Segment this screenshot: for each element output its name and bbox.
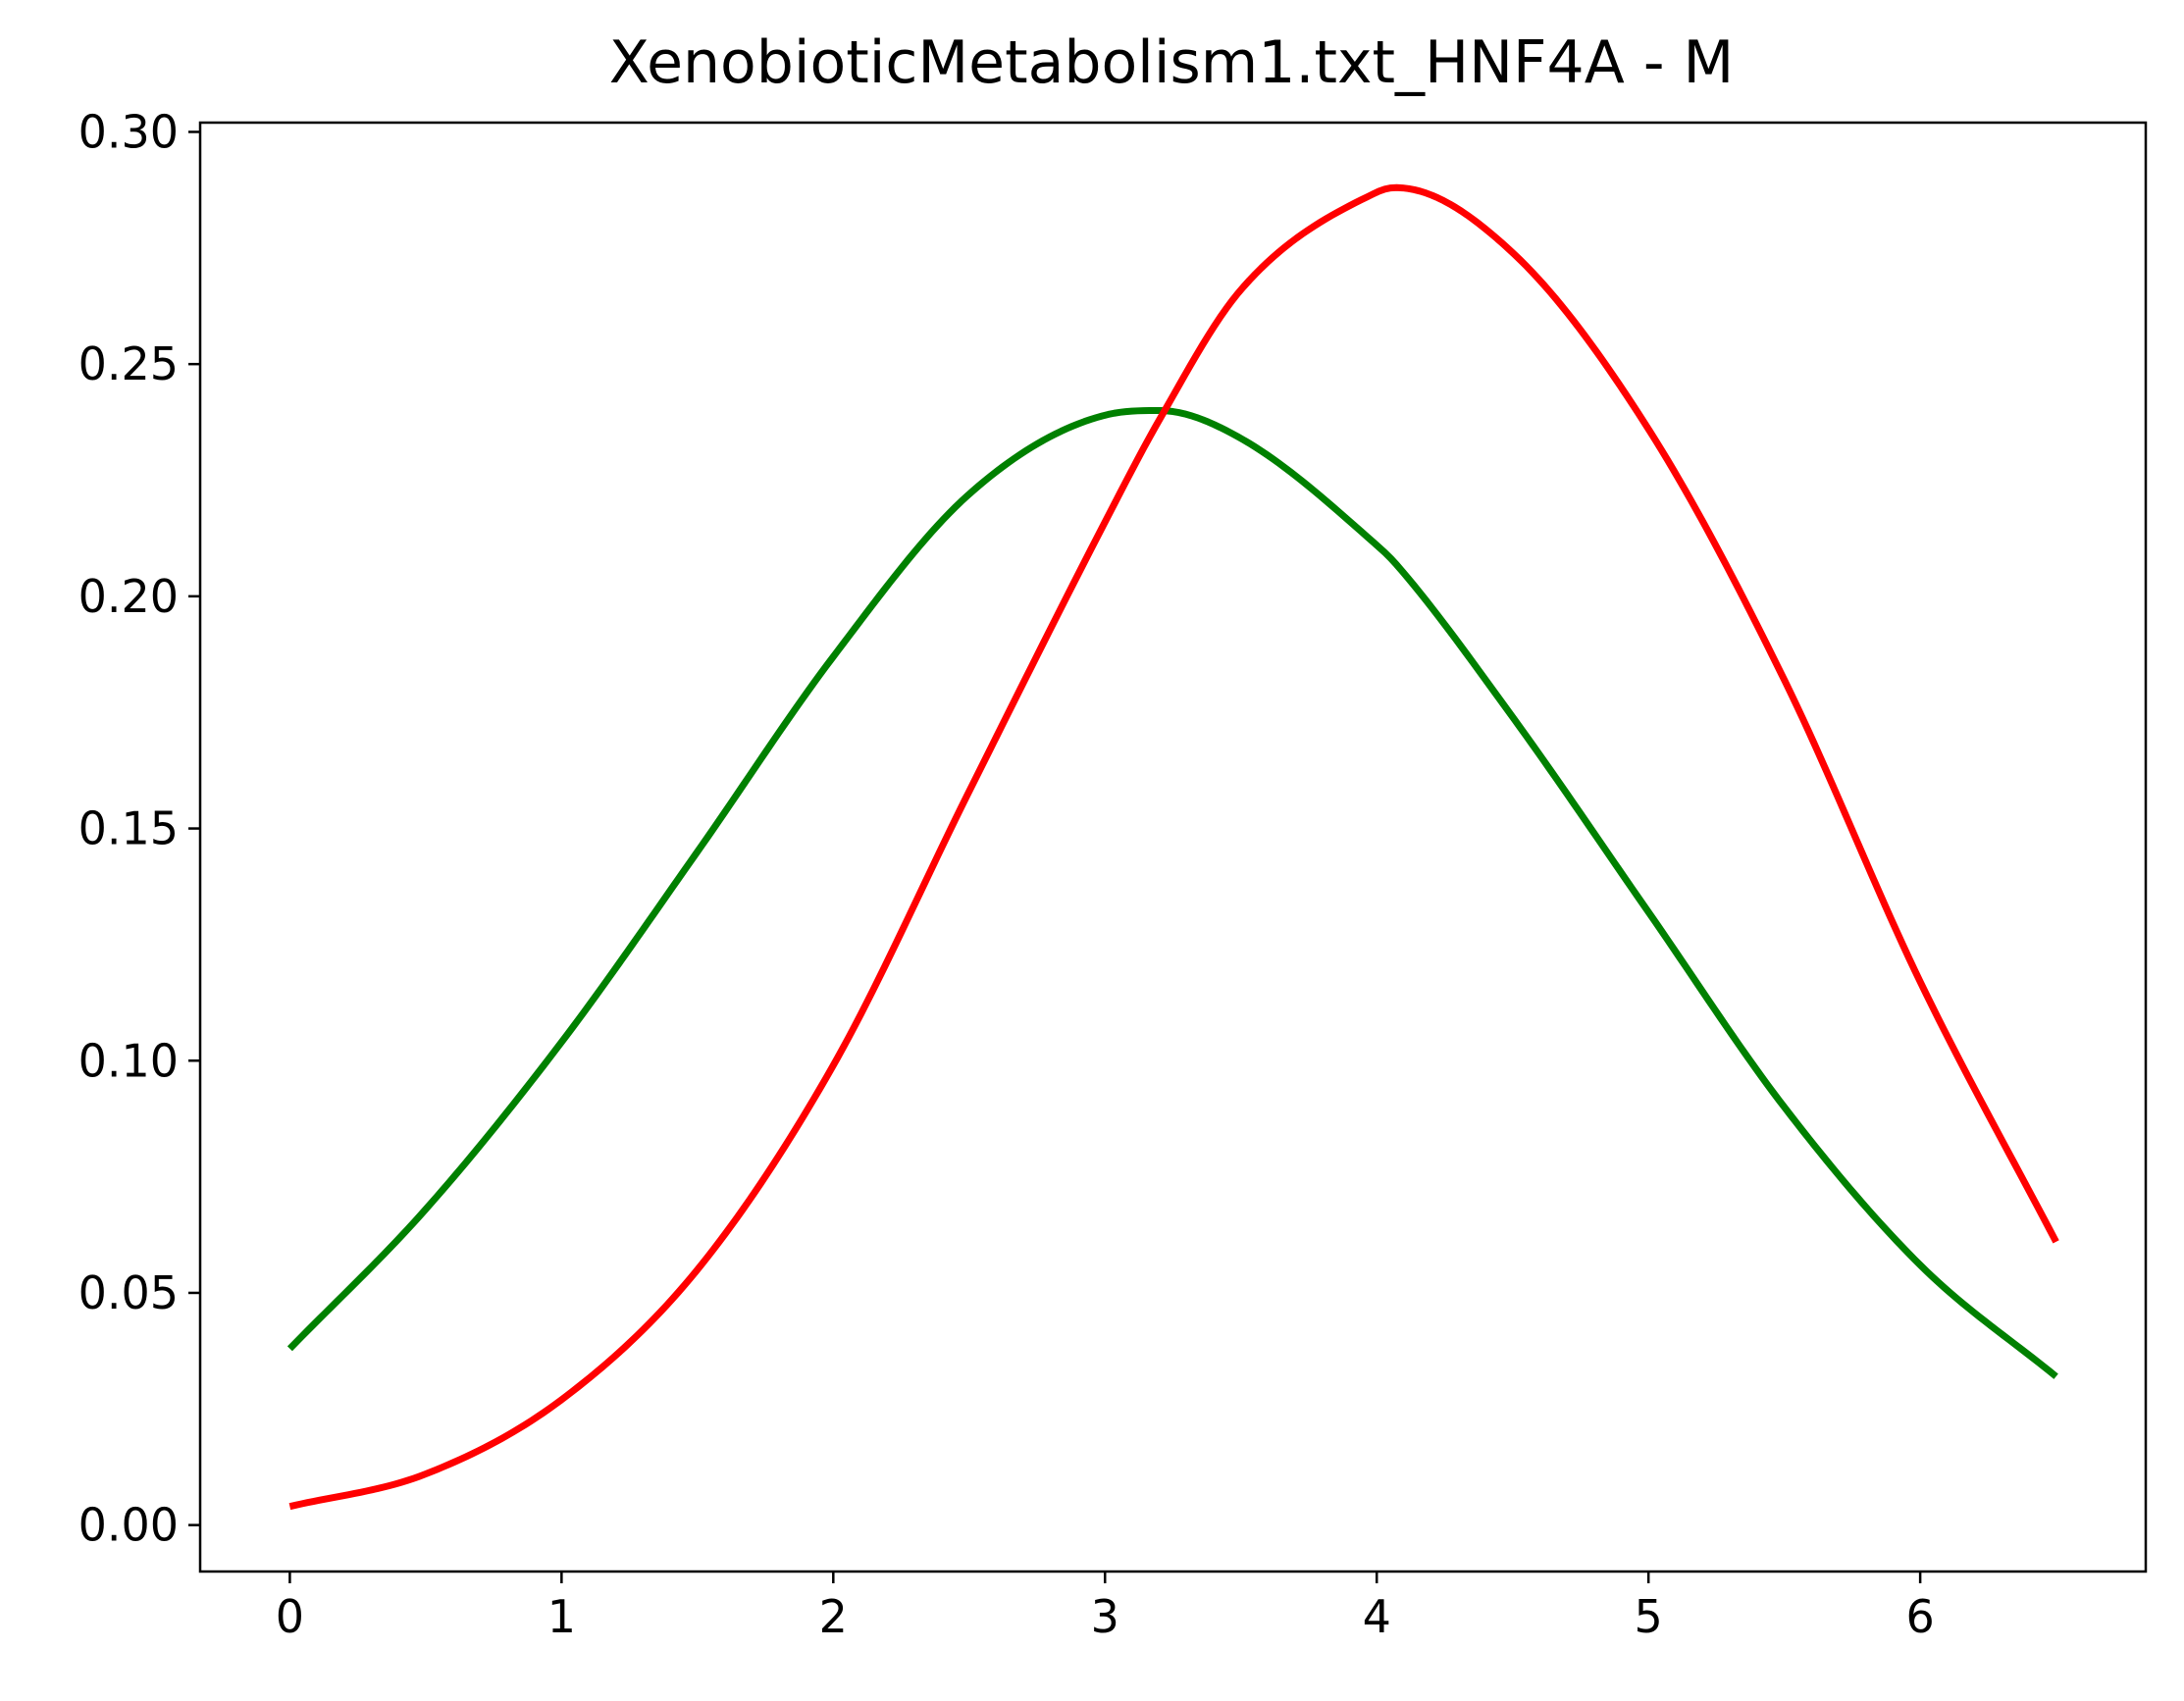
x-tick-label: 4 xyxy=(1363,1590,1391,1643)
y-tick-label: 0.20 xyxy=(78,570,179,623)
axes-frame xyxy=(198,121,2148,1573)
series-layer xyxy=(286,183,2059,1511)
y-tick-label: 0.05 xyxy=(78,1266,179,1319)
plot-area xyxy=(198,121,2148,1573)
x-tick-label: 5 xyxy=(1635,1590,1663,1643)
y-tick-label: 0.30 xyxy=(78,105,179,158)
chart-title: XenobioticMetabolism1.txt_HNF4A - M xyxy=(609,28,1735,97)
x-axis: 0 1 2 3 4 5 6 xyxy=(276,1572,1935,1643)
series-line-0 xyxy=(286,407,2058,1379)
x-tick-label: 6 xyxy=(1905,1590,1934,1643)
y-tick-label: 0.10 xyxy=(78,1034,179,1087)
y-tick-label: 0.00 xyxy=(78,1499,179,1552)
y-tick-label: 0.25 xyxy=(78,337,179,390)
y-axis: 0.00 0.05 0.10 0.15 0.20 0.25 0.30 xyxy=(78,105,200,1552)
x-tick-label: 1 xyxy=(547,1590,576,1643)
x-tick-label: 0 xyxy=(276,1590,304,1643)
series-line-1 xyxy=(288,183,2059,1511)
x-tick-label: 2 xyxy=(819,1590,848,1643)
x-tick-label: 3 xyxy=(1091,1590,1119,1643)
y-tick-label: 0.15 xyxy=(78,802,179,855)
